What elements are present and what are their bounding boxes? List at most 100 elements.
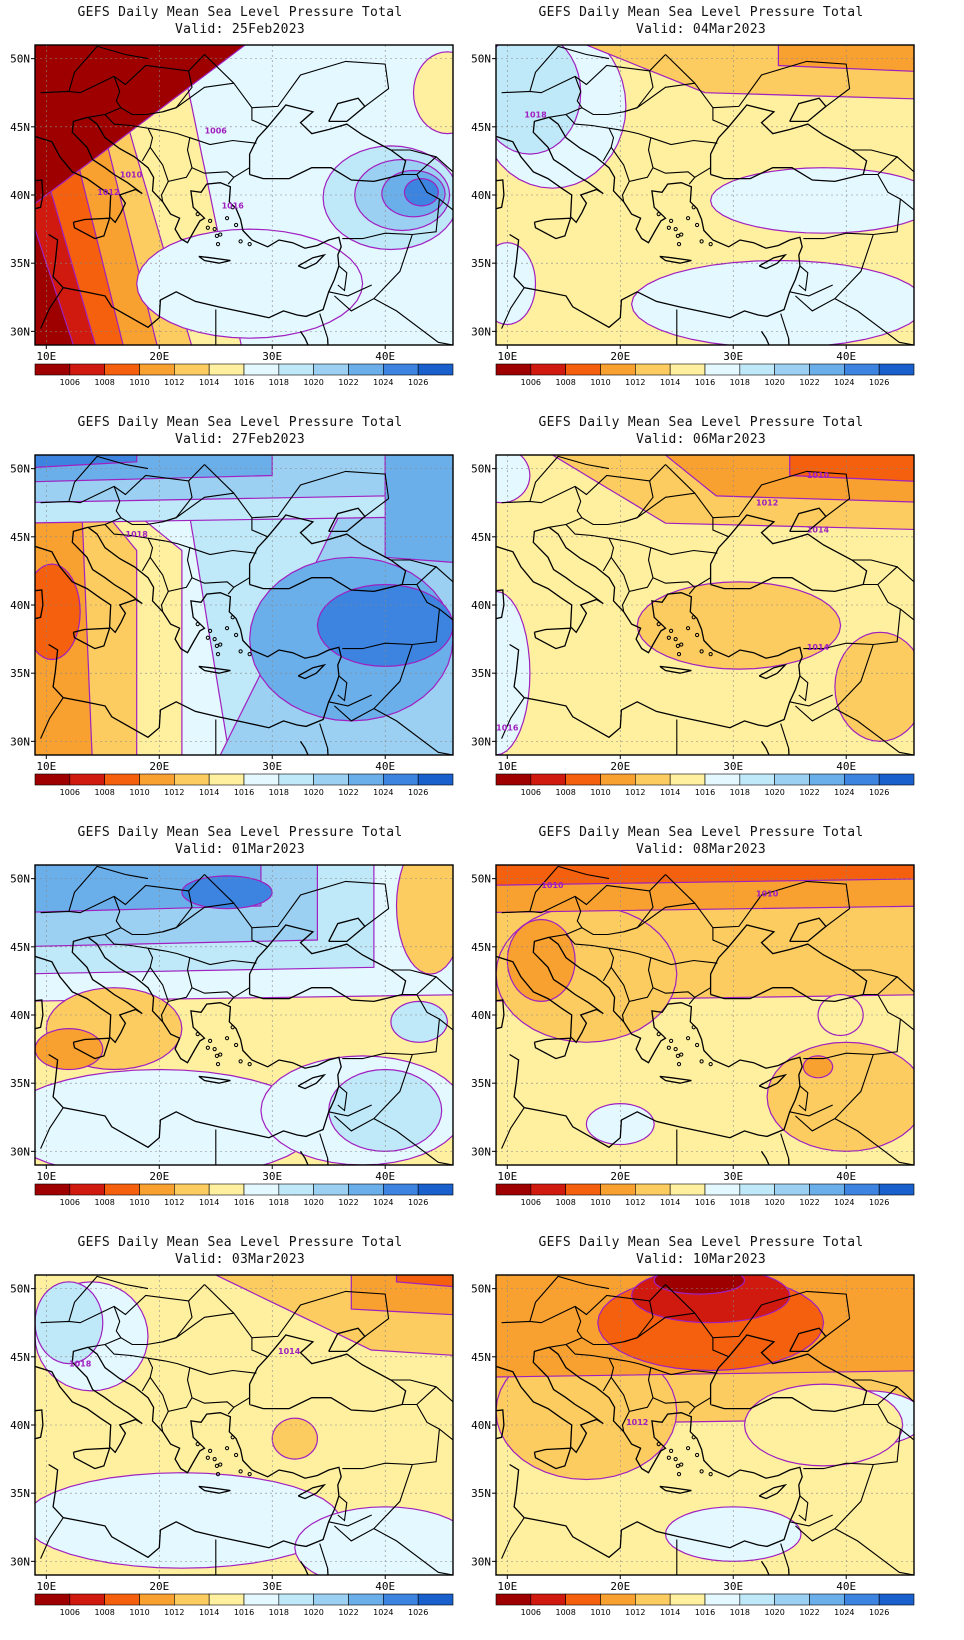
country-border	[40, 464, 205, 504]
pressure-map: 1018 1014 50N 45N 40N 35N 30N 10E 20E 30E 40E 1006 1…	[10, 1274, 454, 1617]
lon-tick-label: 20E	[149, 1170, 169, 1183]
lat-tick-label: 30N	[10, 325, 30, 338]
country-border	[501, 1517, 525, 1559]
country-border	[68, 45, 149, 92]
coastline	[35, 589, 44, 620]
colorbar-label: 1022	[799, 788, 819, 797]
country-border	[337, 265, 348, 292]
country-border	[334, 644, 413, 722]
country-border	[439, 608, 453, 621]
country-border	[191, 167, 235, 185]
lon-tick-label: 10E	[36, 350, 56, 363]
colorbar-swatch	[174, 1593, 210, 1606]
coastline	[496, 116, 604, 224]
colorbar-label: 1024	[834, 1198, 854, 1207]
colorbar-label: 1018	[730, 788, 750, 797]
colorbar-label: 1022	[799, 378, 819, 387]
country-border	[160, 181, 169, 202]
lat-tick-label: 50N	[10, 53, 30, 66]
panel-title: GEFS Daily Mean Sea Level Pressure Total	[77, 415, 403, 430]
colorbar-swatch	[495, 773, 532, 786]
colorbar-label: 1006	[60, 1198, 80, 1207]
coastline	[913, 1377, 914, 1379]
contour-label: 1016	[222, 202, 245, 211]
lon-tick-label: 40E	[836, 760, 856, 773]
pressure-contour-region	[802, 1055, 834, 1079]
colorbar-label: 1018	[730, 1608, 750, 1617]
colorbar-swatch	[174, 1183, 210, 1196]
colorbar-label: 1006	[521, 788, 541, 797]
colorbar-label: 1008	[94, 378, 114, 387]
coastline	[913, 557, 914, 559]
coastline	[48, 1346, 342, 1559]
colorbar-label: 1012	[164, 788, 184, 797]
country-border	[162, 492, 268, 538]
colorbar-swatch	[530, 773, 566, 786]
coastline	[452, 1377, 453, 1379]
country-border	[694, 167, 711, 178]
colorbar-label: 1006	[60, 1608, 80, 1617]
colorbar-swatch	[739, 1593, 775, 1606]
colorbar-swatch	[313, 1593, 349, 1606]
colorbar-label: 1012	[625, 1198, 645, 1207]
coastline	[509, 1346, 803, 1559]
coastline	[72, 627, 111, 650]
colorbar-label: 1024	[834, 788, 854, 797]
pressure-contour-region	[390, 1000, 449, 1043]
colorbar-label: 1010	[590, 1198, 610, 1207]
colorbar-swatch	[69, 773, 105, 786]
country-border	[189, 957, 257, 966]
country-border	[621, 591, 630, 612]
lon-tick-label: 20E	[149, 350, 169, 363]
coastline	[533, 217, 572, 240]
colorbar-swatch	[704, 1183, 741, 1196]
country-border	[798, 1085, 809, 1112]
coastline	[452, 557, 453, 559]
country-border	[608, 1357, 654, 1413]
country-border	[233, 167, 250, 178]
coastline	[496, 936, 604, 1044]
lat-tick-label: 40N	[10, 1009, 30, 1022]
colorbar-label: 1020	[764, 788, 784, 797]
colorbar-label: 1014	[660, 1198, 680, 1207]
coastline	[35, 936, 143, 1044]
lon-tick-label: 20E	[610, 1580, 630, 1593]
country-border	[147, 127, 193, 183]
lon-tick-label: 40E	[375, 1580, 395, 1593]
colorbar-label: 1024	[373, 1198, 393, 1207]
colorbar-label: 1006	[60, 378, 80, 387]
colorbar-swatch	[278, 1183, 314, 1196]
colorbar-label: 1018	[269, 378, 289, 387]
panel-valid-date: Valid: 03Mar2023	[174, 1252, 306, 1267]
country-border	[390, 1379, 437, 1388]
lon-tick-label: 30E	[262, 1580, 282, 1593]
country-border	[652, 167, 696, 185]
pressure-contour-region	[496, 242, 537, 326]
pressure-map: 1012 50N 45N 40N 35N 30N 10E 20E 30E 40E 1006 1008 1…	[471, 1274, 915, 1617]
colorbar-label: 1014	[199, 378, 219, 387]
coastline	[509, 116, 803, 329]
coastline	[328, 507, 366, 533]
lon-tick-label: 30E	[723, 1170, 743, 1183]
colorbar-swatch	[417, 1593, 454, 1606]
coastline	[789, 1327, 827, 1353]
colorbar-swatch	[139, 363, 175, 376]
colorbar-label: 1024	[373, 788, 393, 797]
pressure-map: 1018 50N 45N 40N 35N 30N 10E 20E 30E 40E 1006 1008 1…	[471, 44, 915, 387]
contour-label: 1016	[496, 723, 519, 732]
coastline	[297, 1483, 327, 1500]
lat-tick-label: 45N	[10, 121, 30, 134]
colorbar-label: 1020	[303, 788, 323, 797]
colorbar-swatch	[348, 363, 384, 376]
colorbar-label: 1010	[590, 788, 610, 797]
colorbar-label: 1006	[521, 1198, 541, 1207]
lat-tick-label: 45N	[471, 121, 491, 134]
colorbar-swatch	[383, 773, 419, 786]
coastline	[297, 1073, 327, 1090]
country-border	[780, 313, 790, 339]
coastline	[299, 1151, 309, 1165]
map-panel-04mar: GEFS Daily Mean Sea Level Pressure Total…	[471, 0, 931, 400]
colorbar-label: 1026	[408, 1198, 428, 1207]
colorbar-swatch	[878, 1183, 915, 1196]
colorbar-label: 1012	[625, 378, 645, 387]
